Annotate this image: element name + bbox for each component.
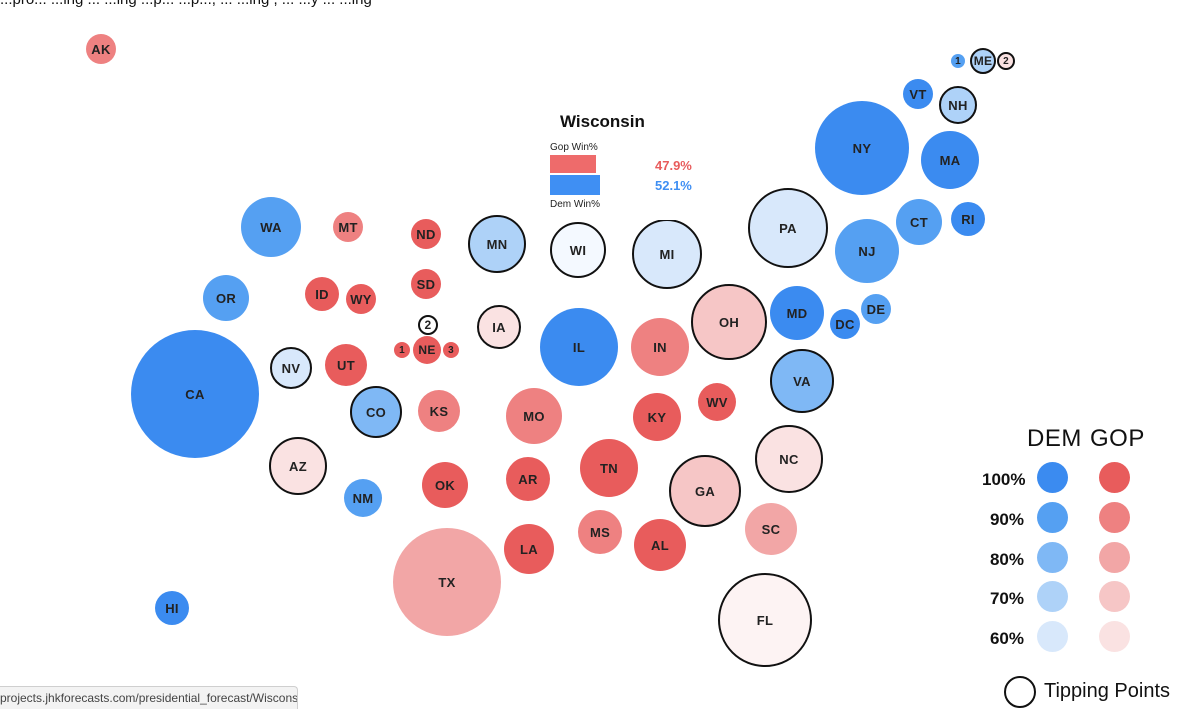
state-bubble-3[interactable]: 3 [443, 342, 459, 358]
state-bubble-sc[interactable]: SC [745, 503, 797, 555]
state-bubble-pa[interactable]: PA [748, 188, 828, 268]
state-bubble-1[interactable]: 1 [951, 54, 965, 68]
tooltip-gop-label: Gop Win% [550, 142, 598, 153]
legend-level-90: 90% [989, 510, 1024, 529]
state-bubble-nd[interactable]: ND [411, 219, 441, 249]
state-tooltip: Wisconsin Gop Win% Dem Win% 47.9% 52.1% [545, 110, 710, 220]
state-bubble-mt[interactable]: MT [333, 212, 363, 242]
state-bubble-il[interactable]: IL [540, 308, 618, 386]
state-bubble-hi[interactable]: HI [155, 591, 189, 625]
state-bubble-tx[interactable]: TX [393, 528, 501, 636]
legend-gop-swatch [1099, 542, 1130, 573]
state-bubble-mi[interactable]: MI [632, 219, 702, 289]
state-bubble-nv[interactable]: NV [270, 347, 312, 389]
state-bubble-ne[interactable]: NE [413, 336, 441, 364]
state-bubble-1[interactable]: 1 [394, 342, 410, 358]
state-bubble-id[interactable]: ID [305, 277, 339, 311]
state-bubble-mn[interactable]: MN [468, 215, 526, 273]
state-bubble-co[interactable]: CO [350, 386, 402, 438]
state-bubble-ak[interactable]: AK [86, 34, 116, 64]
tipping-point-legend-label: Tipping Points [1044, 680, 1170, 702]
tooltip-dem-bar [550, 175, 600, 195]
state-bubble-nj[interactable]: NJ [835, 219, 899, 283]
legend-dem-swatch [1037, 462, 1068, 493]
legend-gop-swatch [1099, 581, 1130, 612]
state-bubble-ar[interactable]: AR [506, 457, 550, 501]
state-bubble-2[interactable]: 2 [997, 52, 1015, 70]
state-bubble-wa[interactable]: WA [241, 197, 301, 257]
state-bubble-in[interactable]: IN [631, 318, 689, 376]
tooltip-dem-label: Dem Win% [550, 199, 601, 210]
state-bubble-ut[interactable]: UT [325, 344, 367, 386]
tooltip-dem-value: 52.1% [655, 178, 692, 193]
state-bubble-or[interactable]: OR [203, 275, 249, 321]
state-bubble-nc[interactable]: NC [755, 425, 823, 493]
legend-gop-swatch [1099, 621, 1130, 652]
legend-dem-swatch [1037, 581, 1068, 612]
legend-dem-swatch [1037, 621, 1068, 652]
browser-status-url: projects.jhkforecasts.com/presidential_f… [0, 686, 298, 709]
tipping-point-legend-circle [1004, 676, 1036, 708]
state-bubble-ct[interactable]: CT [896, 199, 942, 245]
state-bubble-2[interactable]: 2 [418, 315, 438, 335]
state-bubble-wy[interactable]: WY [346, 284, 376, 314]
state-bubble-de[interactable]: DE [861, 294, 891, 324]
state-bubble-md[interactable]: MD [770, 286, 824, 340]
state-bubble-me[interactable]: ME [970, 48, 996, 74]
legend-gop-swatch [1099, 462, 1130, 493]
state-bubble-ri[interactable]: RI [951, 202, 985, 236]
tooltip-gop-value: 47.9% [655, 158, 692, 173]
legend-dem-heading: DEM [1027, 425, 1082, 452]
legend-level-80: 80% [989, 550, 1024, 569]
state-bubble-ky[interactable]: KY [633, 393, 681, 441]
tooltip-gop-bar [550, 155, 596, 173]
state-bubble-ms[interactable]: MS [578, 510, 622, 554]
state-bubble-ny[interactable]: NY [815, 101, 909, 195]
legend-level-100: 100% [982, 470, 1026, 489]
legend-gop-swatch [1099, 502, 1130, 533]
state-bubble-nm[interactable]: NM [344, 479, 382, 517]
state-bubble-ia[interactable]: IA [477, 305, 521, 349]
legend-level-60: 60% [989, 629, 1024, 648]
header-text-cut-off: ...pro... ...ing ... ...ing ...p... ...p… [0, 0, 1200, 9]
state-bubble-ks[interactable]: KS [418, 390, 460, 432]
state-bubble-ma[interactable]: MA [921, 131, 979, 189]
state-bubble-wi[interactable]: WI [550, 222, 606, 278]
state-bubble-ok[interactable]: OK [422, 462, 468, 508]
state-bubble-fl[interactable]: FL [718, 573, 812, 667]
state-bubble-tn[interactable]: TN [580, 439, 638, 497]
state-bubble-al[interactable]: AL [634, 519, 686, 571]
legend-dem-swatch [1037, 502, 1068, 533]
state-bubble-vt[interactable]: VT [903, 79, 933, 109]
state-bubble-nh[interactable]: NH [939, 86, 977, 124]
state-bubble-ga[interactable]: GA [669, 455, 741, 527]
state-bubble-az[interactable]: AZ [269, 437, 327, 495]
state-bubble-mo[interactable]: MO [506, 388, 562, 444]
state-bubble-oh[interactable]: OH [691, 284, 767, 360]
legend-gop-heading: GOP [1090, 425, 1145, 452]
tooltip-state-name: Wisconsin [560, 112, 645, 131]
state-bubble-dc[interactable]: DC [830, 309, 860, 339]
state-bubble-wv[interactable]: WV [698, 383, 736, 421]
state-bubble-la[interactable]: LA [504, 524, 554, 574]
state-bubble-sd[interactable]: SD [411, 269, 441, 299]
state-bubble-ca[interactable]: CA [131, 330, 259, 458]
state-bubble-va[interactable]: VA [770, 349, 834, 413]
legend-level-70: 70% [989, 589, 1024, 608]
legend-dem-swatch [1037, 542, 1068, 573]
